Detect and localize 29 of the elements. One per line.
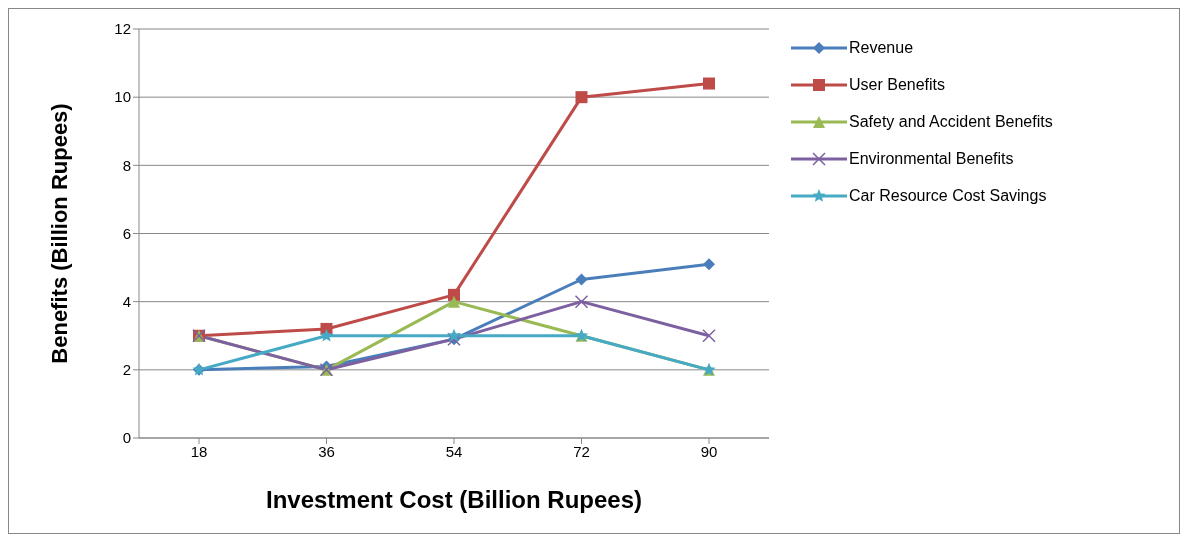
x-tick-label: 90 <box>700 442 718 460</box>
point <box>448 288 460 301</box>
point <box>702 329 716 343</box>
point <box>447 328 461 342</box>
point <box>319 328 334 342</box>
y-tick-label: 10 <box>114 88 131 106</box>
legend-label: Safety and Accident Benefits <box>849 112 1053 131</box>
legend-label: User Benefits <box>849 75 946 94</box>
legend-label: Revenue <box>849 38 914 57</box>
y-tick-label: 8 <box>122 156 131 174</box>
x-tick-label: 72 <box>573 442 590 460</box>
legend-label: Environmental Benefits <box>849 149 1014 168</box>
point <box>703 258 715 271</box>
x-tick-label: 18 <box>190 442 208 460</box>
y-axis-title: Benefits (Billion Rupees) <box>46 103 72 364</box>
legend-label: Car Resource Cost Savings <box>849 186 1047 205</box>
y-tick-label: 4 <box>122 292 131 310</box>
point <box>575 273 588 286</box>
y-tick-label: 12 <box>114 20 131 38</box>
y-tick-label: 2 <box>122 361 131 379</box>
point <box>703 77 715 90</box>
x-tick-label: 54 <box>445 442 463 460</box>
y-tick-label: 0 <box>122 429 131 447</box>
point <box>448 295 460 308</box>
point <box>575 91 588 104</box>
x-tick-label: 36 <box>318 442 335 460</box>
x-axis-title: Investment Cost (Billion Rupees) <box>265 486 643 513</box>
y-tick-label: 6 <box>122 224 131 242</box>
point <box>574 294 589 309</box>
